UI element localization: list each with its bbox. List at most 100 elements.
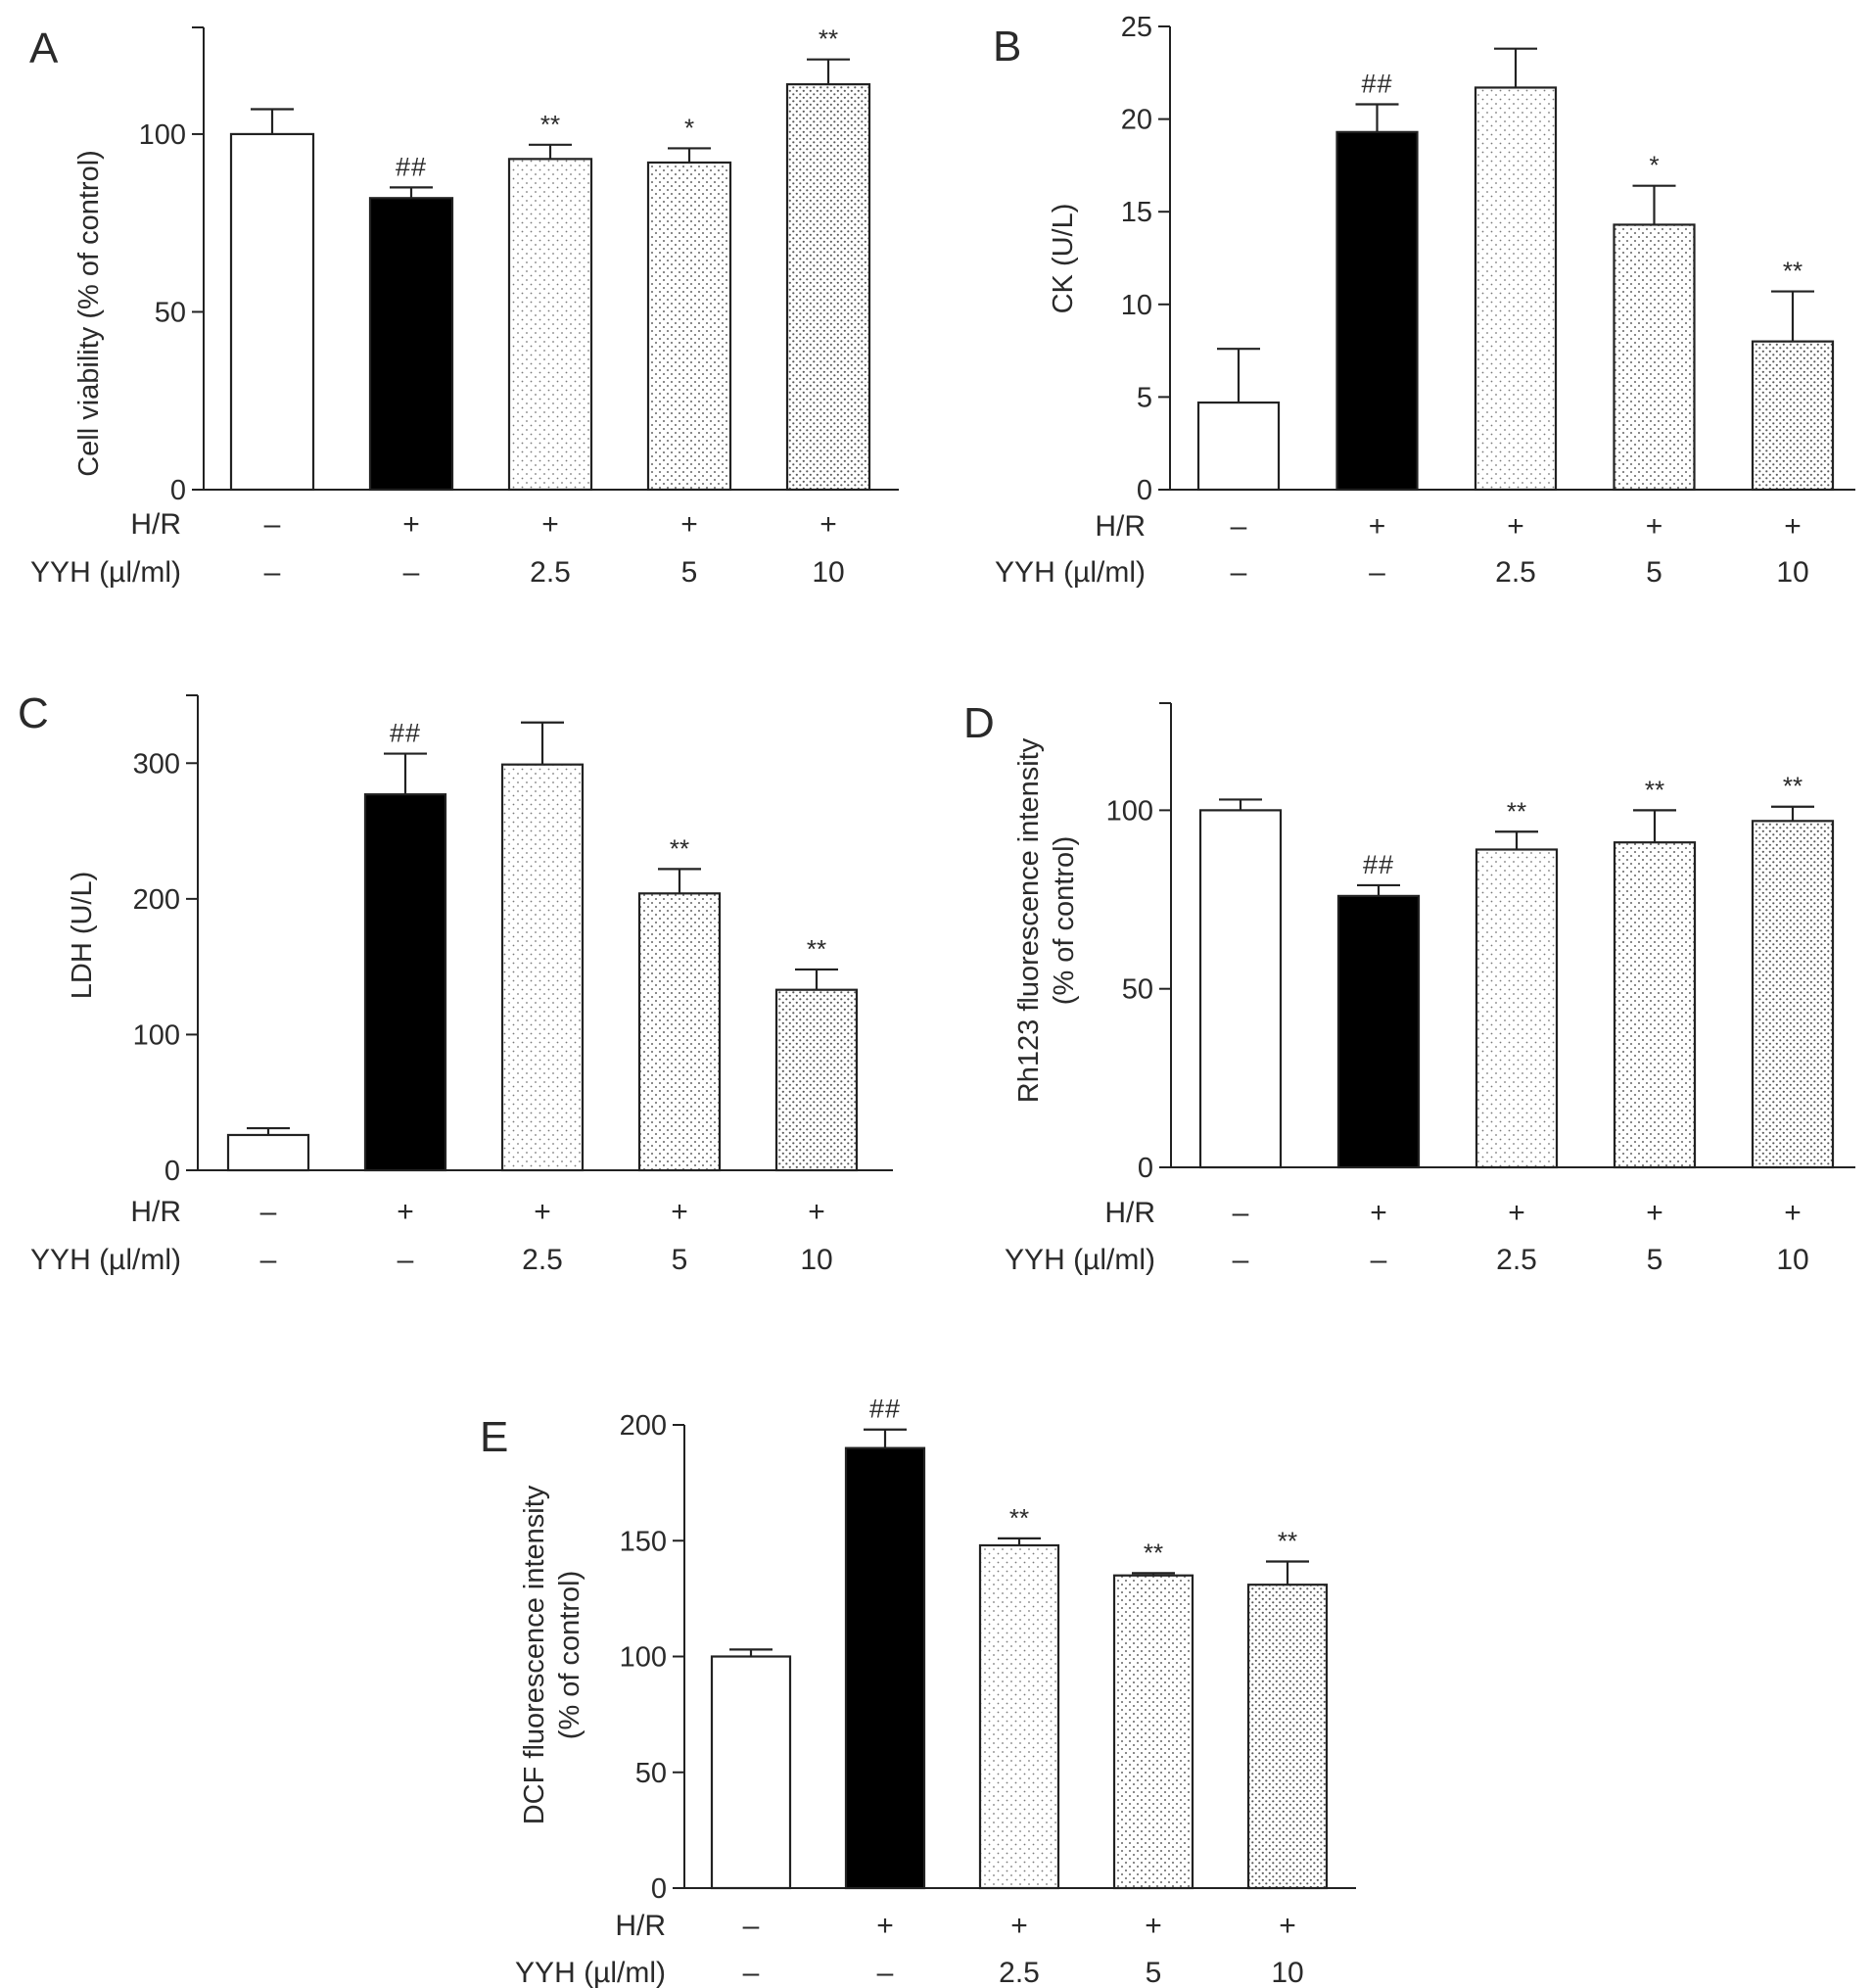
y-tick-label: 5: [1137, 382, 1152, 413]
y-axis-title-line: CK (U/L): [1048, 204, 1079, 314]
hr-value: +: [819, 508, 837, 541]
y-tick-label: 0: [1137, 475, 1152, 506]
yyh-value: 2.5: [1495, 556, 1536, 589]
y-axis-title: Rh123 fluorescence intensity (% of contro…: [1013, 737, 1080, 1103]
yyh-value: 2.5: [1496, 1244, 1537, 1276]
bar: [1336, 894, 1421, 1169]
yyh-value: –: [264, 556, 281, 589]
bar: [368, 197, 454, 492]
significance-mark: **: [670, 833, 689, 863]
y-tick-label: 50: [1122, 974, 1153, 1006]
panel-c: C 0 100 200 300 LDH (U/L) – – ## + – +2.5 ** +5 ** +10 H…: [18, 689, 893, 1276]
panel-a: A 0 50 100 Cell viability (% of control) – – ##…: [29, 24, 899, 589]
hr-value: +: [1145, 1910, 1162, 1942]
y-axis-title: DCF fluorescence intensity (% of control): [519, 1485, 585, 1824]
bar: [1751, 820, 1835, 1169]
bar: [1475, 848, 1559, 1169]
yyh-value: –: [743, 1957, 760, 1988]
y-tick-label: 300: [133, 748, 180, 780]
hr-value: +: [397, 1196, 414, 1228]
hr-value: +: [1010, 1910, 1028, 1942]
significance-mark: **: [807, 934, 826, 964]
hr-value: +: [1508, 1197, 1525, 1229]
yyh-value: 5: [1146, 1957, 1162, 1988]
yyh-value: 10: [1776, 556, 1808, 589]
y-tick-label: 10: [1121, 290, 1152, 321]
y-axis-title-line: Cell viability (% of control): [73, 150, 105, 477]
hr-value: +: [1507, 510, 1524, 543]
yyh-row-label: YYH (µl/ml): [30, 556, 181, 589]
hr-value: +: [541, 508, 559, 541]
significance-mark: **: [1783, 772, 1803, 801]
bar: [1246, 1584, 1329, 1890]
y-tick-label: 150: [620, 1526, 667, 1557]
yyh-value: –: [877, 1957, 894, 1988]
hr-row-label: H/R: [615, 1910, 666, 1942]
panel-e: E 0 50 100 150 200 DCF fluorescence intensity(…: [480, 1395, 1356, 1988]
yyh-value: –: [260, 1244, 277, 1276]
hr-value: +: [402, 508, 420, 541]
hr-value: +: [680, 508, 698, 541]
bar: [229, 132, 315, 492]
hr-row-label: H/R: [1095, 510, 1146, 543]
yyh-value: –: [1369, 556, 1385, 589]
hr-value: +: [1370, 1197, 1387, 1229]
y-tick-label: 50: [635, 1758, 667, 1789]
hr-value: +: [1279, 1910, 1296, 1942]
y-axis-title: Cell viability (% of control): [73, 150, 105, 477]
hr-value: +: [1784, 1197, 1802, 1229]
y-axis-title-line: (% of control): [554, 1571, 585, 1739]
panel-letter: A: [29, 24, 59, 72]
hr-value: –: [1231, 510, 1247, 543]
hr-value: +: [1784, 510, 1802, 543]
yyh-value: 5: [681, 556, 698, 589]
significance-mark: **: [1783, 257, 1803, 286]
panel-letter: C: [18, 689, 49, 737]
hr-row-label: H/R: [130, 1196, 181, 1228]
significance-mark: ##: [1361, 69, 1392, 98]
hr-value: +: [671, 1196, 688, 1228]
y-tick-label: 15: [1121, 197, 1152, 228]
hr-value: +: [1646, 1197, 1663, 1229]
bar: [844, 1446, 926, 1890]
bar: [226, 1133, 310, 1172]
bar: [1751, 340, 1835, 492]
y-tick-label: 100: [620, 1642, 667, 1674]
bar: [637, 892, 722, 1172]
y-tick-label: 200: [620, 1410, 667, 1442]
bar: [1335, 130, 1419, 492]
y-tick-label: 20: [1121, 105, 1152, 136]
y-axis-title-line: (% of control): [1049, 836, 1080, 1005]
hr-value: –: [260, 1196, 277, 1228]
yyh-value: 5: [1647, 1244, 1663, 1276]
panel-b: B 0 5 10 15 20 25 CK (U/L) – – ## + – +2.5 * +5 ** +10 H/R…: [993, 12, 1855, 589]
yyh-value: –: [398, 1244, 414, 1276]
significance-mark: **: [1144, 1538, 1163, 1567]
significance-mark: **: [819, 24, 838, 54]
y-tick-label: 0: [170, 475, 186, 506]
significance-mark: **: [540, 110, 560, 139]
panel-letter: E: [480, 1413, 508, 1461]
yyh-row-label: YYH (µl/ml): [30, 1244, 181, 1276]
y-tick-label: 0: [1138, 1153, 1153, 1184]
yyh-value: 10: [1271, 1957, 1303, 1988]
bar: [507, 158, 593, 492]
y-tick-label: 50: [155, 297, 186, 328]
yyh-value: –: [1231, 556, 1247, 589]
bar: [710, 1655, 792, 1890]
yyh-value: –: [1233, 1244, 1249, 1276]
yyh-row-label: YYH (µl/ml): [995, 556, 1146, 589]
yyh-value: 2.5: [522, 1244, 563, 1276]
significance-mark: *: [1649, 151, 1659, 180]
significance-mark: **: [1507, 796, 1526, 826]
hr-value: –: [743, 1910, 760, 1942]
yyh-value: 2.5: [530, 556, 571, 589]
yyh-row-label: YYH (µl/ml): [515, 1957, 666, 1988]
y-axis-title-line: LDH (U/L): [67, 872, 98, 1000]
significance-mark: *: [684, 113, 694, 142]
y-axis-title: LDH (U/L): [67, 872, 98, 1000]
bar: [500, 763, 585, 1172]
y-tick-label: 25: [1121, 12, 1152, 43]
y-tick-label: 100: [1106, 795, 1153, 827]
